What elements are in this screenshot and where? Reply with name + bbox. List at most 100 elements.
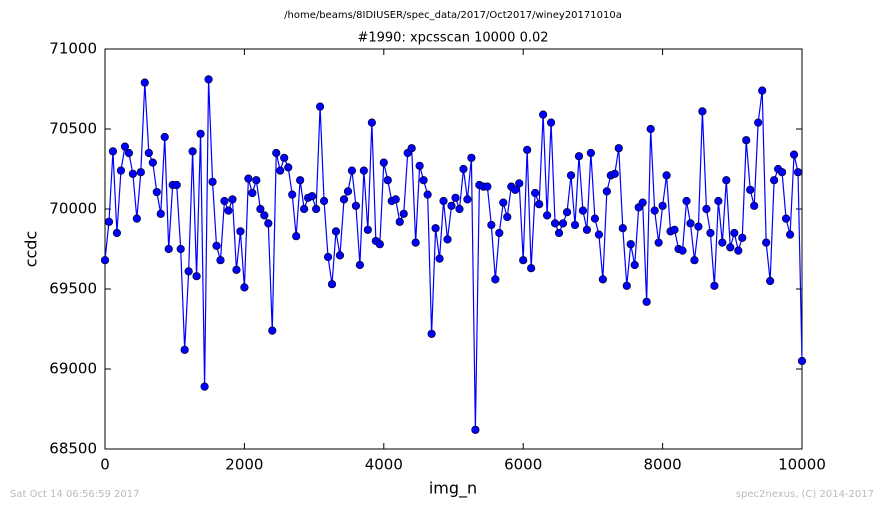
data-point	[511, 185, 520, 194]
data-point	[503, 212, 512, 222]
data-point	[777, 168, 787, 177]
data-point	[200, 382, 209, 391]
data-point	[754, 118, 763, 127]
data-point	[650, 206, 659, 215]
data-point	[172, 180, 181, 190]
data-point	[383, 176, 392, 185]
data-point	[244, 174, 253, 183]
data-point	[550, 219, 560, 228]
data-point	[762, 238, 771, 247]
data-point	[323, 252, 333, 262]
data-point	[176, 244, 185, 254]
data-point	[363, 225, 372, 234]
data-point	[236, 227, 245, 236]
data-point	[116, 166, 126, 175]
data-point	[112, 228, 122, 238]
data-point	[240, 283, 249, 292]
data-point	[391, 195, 400, 204]
data-point	[793, 168, 803, 177]
data-point	[690, 256, 699, 265]
data-point	[750, 201, 759, 210]
data-point	[307, 192, 317, 201]
data-point	[686, 219, 695, 228]
data-point	[710, 281, 719, 290]
y-tick-label: 68500	[49, 440, 97, 458]
data-point	[797, 356, 807, 366]
data-point	[535, 200, 544, 209]
data-point	[228, 195, 237, 204]
data-point	[578, 206, 588, 215]
data-point	[566, 171, 576, 180]
data-point	[288, 190, 297, 199]
data-point	[590, 214, 600, 223]
data-point	[164, 244, 173, 254]
data-point	[789, 150, 799, 159]
data-point	[204, 75, 213, 84]
data-point	[216, 256, 225, 265]
data-point	[539, 110, 548, 119]
data-point	[706, 228, 715, 238]
data-point	[766, 276, 775, 286]
data-point	[543, 211, 552, 220]
data-point	[395, 217, 404, 226]
data-point	[781, 214, 791, 223]
data-point	[331, 227, 341, 236]
x-tick-label: 0	[100, 456, 110, 474]
data-point	[292, 232, 301, 241]
data-point	[662, 171, 671, 180]
data-point	[212, 241, 221, 250]
y-axis-label: ccdc	[22, 231, 41, 268]
data-point	[546, 118, 556, 127]
data-point	[730, 228, 739, 238]
data-point	[399, 209, 408, 218]
data-point	[467, 153, 476, 162]
data-point	[515, 179, 524, 188]
data-point	[407, 144, 416, 153]
data-point	[459, 164, 468, 174]
data-point	[630, 260, 639, 270]
data-point	[626, 240, 635, 249]
y-tick-label: 71000	[49, 40, 97, 58]
data-point	[367, 118, 376, 127]
data-point	[296, 176, 305, 185]
data-point	[220, 196, 229, 206]
y-tick-label: 69000	[49, 360, 97, 378]
data-point	[562, 208, 572, 217]
data-point	[192, 272, 201, 281]
data-point	[248, 188, 257, 198]
data-point	[582, 225, 592, 234]
footer-right: spec2nexus, (C) 2014-2017	[736, 489, 874, 500]
data-point	[359, 166, 368, 175]
data-point	[758, 86, 767, 95]
data-point	[232, 265, 241, 274]
data-point	[570, 220, 580, 230]
data-point	[104, 217, 114, 226]
data-line	[104, 79, 803, 430]
data-point	[319, 196, 329, 206]
data-point	[120, 142, 130, 151]
data-point	[658, 201, 667, 210]
chart-title: #1990: xpcsscan 10000 0.02	[357, 31, 548, 46]
x-tick-label: 4000	[365, 456, 403, 474]
data-point	[483, 182, 492, 191]
data-point	[738, 233, 747, 242]
data-point	[224, 206, 233, 215]
data-point	[423, 190, 432, 199]
data-point	[160, 132, 169, 142]
data-point	[678, 246, 687, 255]
data-point	[638, 198, 647, 207]
data-point	[491, 275, 500, 284]
data-point	[144, 148, 153, 158]
data-point	[280, 153, 289, 162]
data-point	[108, 147, 118, 156]
data-point	[463, 195, 472, 204]
data-point	[523, 145, 532, 154]
x-tick-label: 8000	[644, 456, 682, 474]
data-point	[375, 240, 384, 249]
data-point	[622, 281, 631, 290]
data-point	[682, 196, 691, 206]
data-point	[714, 196, 723, 206]
data-point	[618, 224, 627, 233]
